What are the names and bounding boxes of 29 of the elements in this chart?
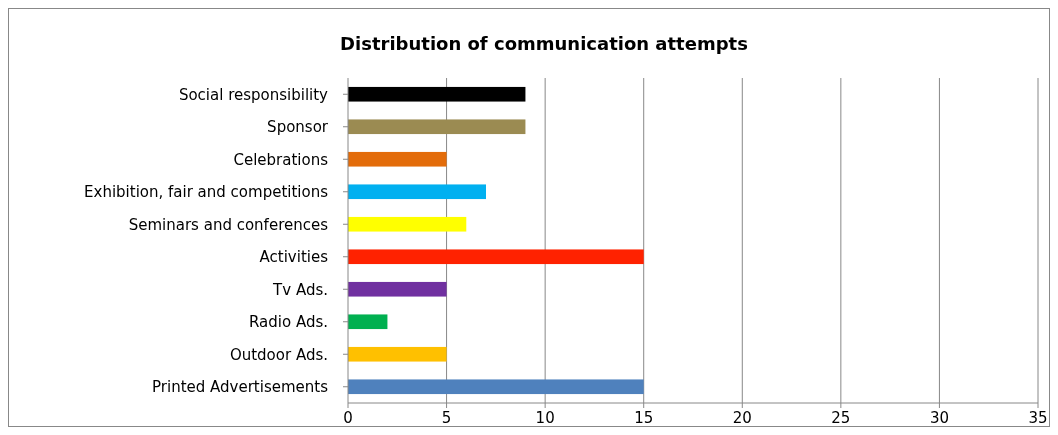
y-tick-label: Exhibition, fair and competitions: [84, 183, 329, 201]
x-tick-label: 10: [535, 409, 555, 427]
x-tick-label: 20: [732, 409, 752, 427]
y-tick-label: Celebrations: [233, 150, 329, 169]
bar: [348, 314, 388, 330]
x-tick-label: 0: [343, 409, 353, 427]
bar: [348, 151, 447, 167]
bar: [348, 281, 447, 297]
bar: [348, 249, 644, 265]
bar: [348, 216, 467, 232]
y-tick-label: Outdoor Ads.: [229, 345, 328, 364]
y-tick-label: Radio Ads.: [248, 313, 328, 331]
x-tick-label: 35: [1028, 409, 1048, 427]
y-tick-label: Social responsibility: [178, 85, 329, 104]
bar: [348, 119, 526, 135]
y-tick-label: Sponsor: [267, 118, 329, 136]
x-tick-label: 30: [929, 409, 949, 427]
bar: [348, 346, 447, 362]
x-tick-label: 5: [441, 409, 452, 427]
bar: [348, 86, 526, 102]
x-tick-label: 25: [831, 409, 851, 427]
y-tick-label: Seminars and conferences: [128, 215, 329, 234]
bar: [348, 379, 644, 395]
x-tick-label: 15: [634, 409, 654, 427]
y-tick-label: Activities: [259, 248, 329, 266]
chart-title: Distribution of communication attempts: [340, 33, 748, 54]
bar: [348, 184, 486, 200]
y-tick-label: Tv Ads.: [272, 280, 328, 299]
y-tick-label: Printed Advertisements: [152, 378, 329, 396]
